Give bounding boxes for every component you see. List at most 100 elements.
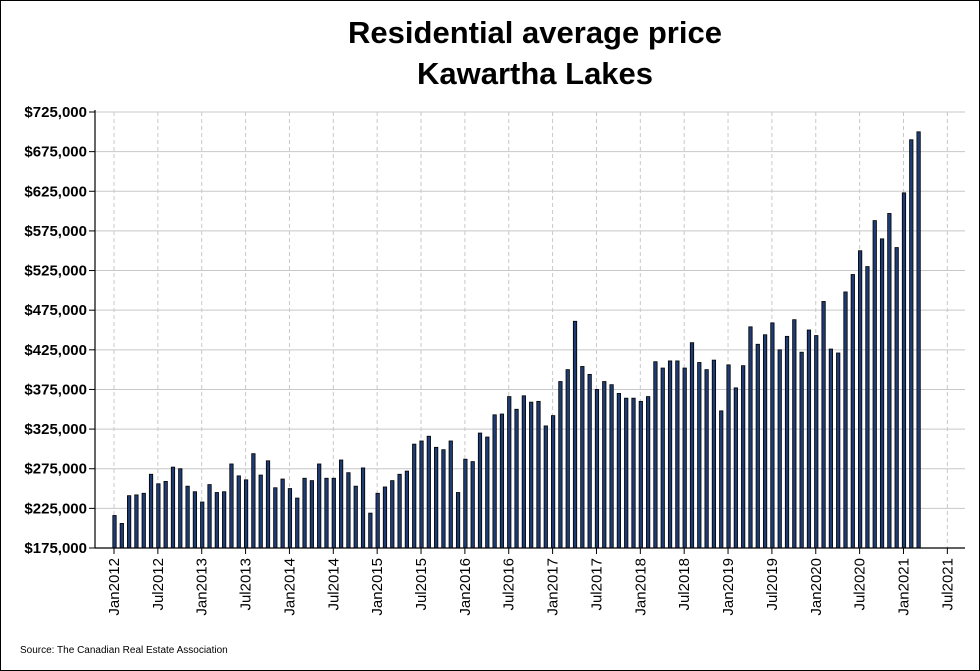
bar: [463, 458, 468, 549]
bar: [638, 400, 643, 549]
bar: [324, 477, 329, 549]
bar: [667, 360, 673, 549]
bar: [909, 139, 914, 549]
x-tick-label: Jan2020: [808, 558, 825, 616]
x-tick-label: Jul2017: [588, 558, 605, 611]
bar: [602, 381, 607, 549]
bar: [507, 396, 512, 549]
bar: [799, 351, 804, 549]
x-tick-label: Jul2018: [676, 558, 693, 611]
bar: [470, 461, 475, 549]
bar: [916, 131, 921, 549]
bar: [397, 473, 402, 549]
bar: [594, 389, 600, 549]
y-tick-label: $325,000: [24, 421, 87, 438]
bar: [894, 247, 899, 549]
x-tick-label: Jul2020: [852, 558, 869, 611]
bar: [441, 449, 446, 549]
bar: [346, 472, 351, 549]
bar: [843, 291, 848, 549]
bar: [229, 463, 234, 549]
bar: [412, 443, 417, 549]
chart-subtitle: Kawartha Lakes: [416, 56, 654, 91]
y-tick-label: $725,000: [24, 104, 87, 121]
bar: [624, 397, 629, 549]
bar: [448, 440, 453, 549]
bar: [616, 393, 621, 549]
bar: [170, 466, 176, 549]
bar: [499, 413, 505, 549]
bar: [455, 492, 461, 549]
bar: [295, 497, 300, 549]
x-tick-label: Jan2018: [632, 558, 649, 616]
x-tick-label: Jan2021: [895, 558, 912, 616]
bar: [821, 301, 826, 549]
bar: [200, 501, 205, 549]
bar: [675, 360, 680, 549]
bar: [704, 369, 709, 549]
bar: [302, 477, 307, 549]
y-tick-label: $225,000: [24, 500, 87, 517]
bar: [375, 492, 380, 549]
bar: [192, 491, 198, 549]
bar: [514, 408, 519, 549]
y-tick-label: $475,000: [24, 302, 87, 319]
bar: [726, 364, 731, 549]
bar: [587, 373, 592, 549]
bar: [127, 495, 132, 549]
bar: [543, 425, 548, 549]
bar: [558, 381, 563, 549]
bar: [521, 395, 526, 549]
bar: [689, 342, 695, 549]
y-tick-label: $425,000: [24, 342, 87, 359]
x-tick-label: Jan2015: [369, 558, 386, 616]
bar: [646, 396, 651, 549]
bar: [207, 484, 212, 549]
bar: [660, 367, 665, 549]
bar: [287, 488, 293, 549]
bar: [492, 414, 497, 549]
bar: [331, 477, 336, 549]
bar: [536, 400, 541, 549]
bar: [806, 329, 812, 549]
bar: [236, 475, 241, 549]
source-note: Source: The Canadian Real Estate Associa…: [20, 645, 228, 656]
bar: [858, 250, 863, 549]
x-tick-label: Jul2012: [150, 558, 167, 611]
bar: [251, 453, 256, 549]
x-tick-label: Jul2016: [501, 558, 518, 611]
y-tick-label: $625,000: [24, 183, 87, 200]
y-tick-label: $175,000: [24, 540, 87, 557]
bar: [872, 220, 877, 549]
x-tick-label: Jan2017: [545, 558, 562, 616]
bar: [741, 365, 746, 549]
bar: [551, 415, 556, 549]
bar: [653, 361, 658, 549]
bar: [580, 366, 585, 549]
bar: [477, 432, 483, 549]
bar: [828, 348, 833, 549]
bar: [222, 491, 227, 549]
bar: [733, 387, 738, 549]
bar: [112, 515, 117, 549]
bar: [309, 480, 314, 549]
bar: [119, 523, 124, 549]
bar: [762, 334, 768, 549]
bar: [682, 367, 687, 549]
x-tick-label: Jan2016: [457, 558, 474, 616]
bar: [631, 397, 636, 549]
bar: [141, 492, 146, 549]
bar: [865, 266, 870, 549]
bar: [404, 470, 410, 549]
bar: [836, 352, 841, 549]
x-tick-label: Jul2015: [413, 558, 430, 611]
y-tick-label: $675,000: [24, 144, 87, 161]
x-tick-label: Jul2013: [238, 558, 255, 611]
bar: [243, 479, 249, 549]
bar: [390, 480, 395, 549]
bar: [777, 349, 782, 549]
x-tick-label: Jul2019: [764, 558, 781, 611]
bar: [273, 487, 278, 549]
y-tick-label: $525,000: [24, 263, 87, 280]
bar: [529, 401, 534, 549]
